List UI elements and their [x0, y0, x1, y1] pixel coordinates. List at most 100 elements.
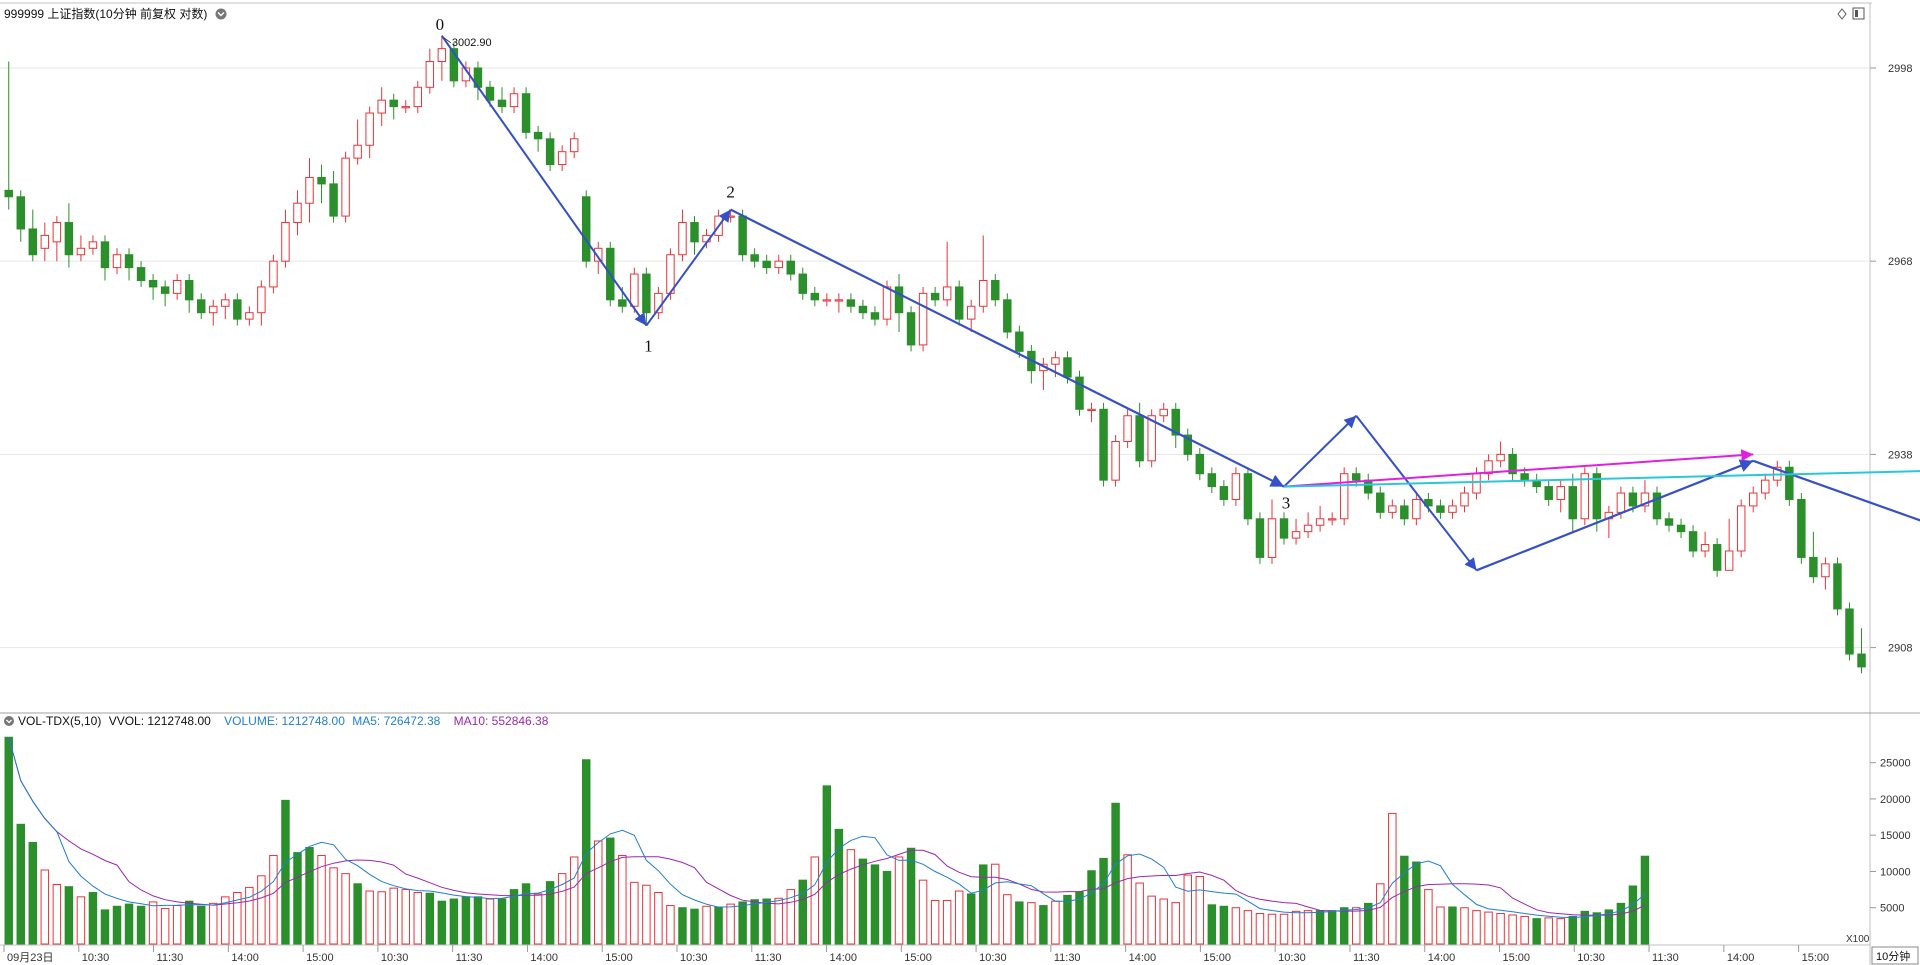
candle [1845, 602, 1854, 661]
candle-body [52, 222, 62, 243]
volume-bar [1183, 874, 1193, 945]
candle [1123, 409, 1132, 448]
candle-body [485, 86, 495, 101]
time-tick-label: 14:00 [1428, 952, 1456, 964]
volume-indicator-name: VOL-TDX(5,10) [18, 714, 101, 728]
candle-body [341, 157, 350, 217]
volume-bar [642, 884, 651, 945]
volume-bar [654, 891, 663, 945]
candle-body [1508, 453, 1517, 475]
candle-body [1159, 408, 1168, 417]
candle-body [581, 196, 591, 262]
candle [1147, 409, 1156, 468]
candle [1111, 435, 1120, 487]
candle [1376, 486, 1385, 519]
candle [1676, 518, 1686, 539]
volume-bar [1628, 885, 1638, 945]
candle [798, 267, 808, 300]
candle-body [389, 99, 398, 108]
time-tick-label: 10:30 [1278, 952, 1306, 964]
candle-body [16, 196, 25, 230]
volume-bar [1291, 910, 1301, 945]
volume-bar [581, 759, 591, 945]
volume-bar [810, 856, 820, 945]
candle-body [810, 292, 820, 301]
candle-body [365, 112, 374, 146]
volume-bar [257, 875, 266, 945]
time-tick-label: 15:00 [1203, 952, 1231, 964]
volume-bar [1604, 909, 1614, 945]
wave-leg-c-d [1752, 459, 1920, 522]
volume-tick-label: 10000 [1880, 866, 1911, 878]
candle [678, 209, 687, 262]
vvol-value: VVOL: 1212748.00 [109, 714, 211, 728]
candle-body [1749, 492, 1758, 507]
candle-body [1051, 357, 1060, 365]
candle-body [353, 144, 362, 159]
candle [1664, 512, 1674, 532]
candle-body [1231, 473, 1241, 500]
candle [1400, 499, 1409, 526]
time-tick-label: 14:00 [1727, 952, 1755, 964]
candle [196, 293, 206, 320]
volume-bar [269, 854, 278, 945]
volume-bar [1219, 905, 1229, 945]
volume-bar [1508, 914, 1517, 945]
candle [1785, 460, 1794, 506]
volume-bar [136, 905, 146, 945]
magenta-trend-arrow [1283, 449, 1754, 488]
volume-bar [834, 828, 844, 945]
volume-bar [1123, 854, 1132, 945]
candle-body [1015, 331, 1024, 352]
candle-body [1303, 524, 1313, 533]
high-price-label: 3002.90 [452, 37, 492, 49]
candle [942, 241, 952, 307]
volume-bar [1087, 870, 1096, 945]
candle-body [172, 279, 182, 294]
candle-body [569, 138, 579, 153]
volume-bar [1376, 883, 1385, 945]
wave-label: 2 [726, 183, 735, 202]
volume-bar [1171, 902, 1180, 945]
volume-bar [569, 856, 579, 945]
candle [112, 248, 122, 275]
candle [305, 158, 314, 223]
volume-bar [798, 879, 808, 945]
volume-bar [606, 837, 615, 945]
volume-bar [618, 854, 627, 945]
volume-bar [1616, 902, 1626, 945]
time-tick-label: 14:00 [1129, 952, 1157, 964]
candle-body [1580, 473, 1590, 520]
volume-tick-label: 15000 [1880, 830, 1911, 842]
candle-body [1135, 415, 1144, 462]
candle [1171, 402, 1180, 448]
chevron-down-circle-icon[interactable] [215, 8, 227, 20]
diamond-icon[interactable] [1837, 8, 1847, 20]
candle-body [148, 279, 158, 288]
candle [1580, 467, 1590, 526]
candle [918, 286, 928, 352]
volume-indicator-icon[interactable] [4, 716, 14, 726]
volume-bar [305, 847, 314, 945]
volume-bar [209, 902, 218, 945]
panel-toggle-icon[interactable] [1852, 7, 1865, 20]
candle-body [1412, 498, 1421, 520]
volume-ma-lines [8, 737, 1646, 919]
volume-bar [1339, 907, 1349, 945]
candle-body [1484, 460, 1493, 475]
candle [1797, 493, 1806, 564]
candle [1159, 402, 1168, 423]
candle-body [858, 305, 868, 314]
volume-bar [1255, 913, 1265, 945]
ma5-value: MA5: 726472.38 [352, 714, 440, 728]
volume-bar [846, 849, 856, 945]
volume-bar [1051, 900, 1060, 945]
candle-body [1267, 518, 1277, 558]
volume-bar [991, 863, 1000, 945]
candle-body [1448, 505, 1457, 513]
volume-bar [822, 785, 832, 945]
volume-bar [1364, 902, 1373, 945]
candle [1460, 486, 1469, 513]
ma5-line [8, 737, 1646, 919]
